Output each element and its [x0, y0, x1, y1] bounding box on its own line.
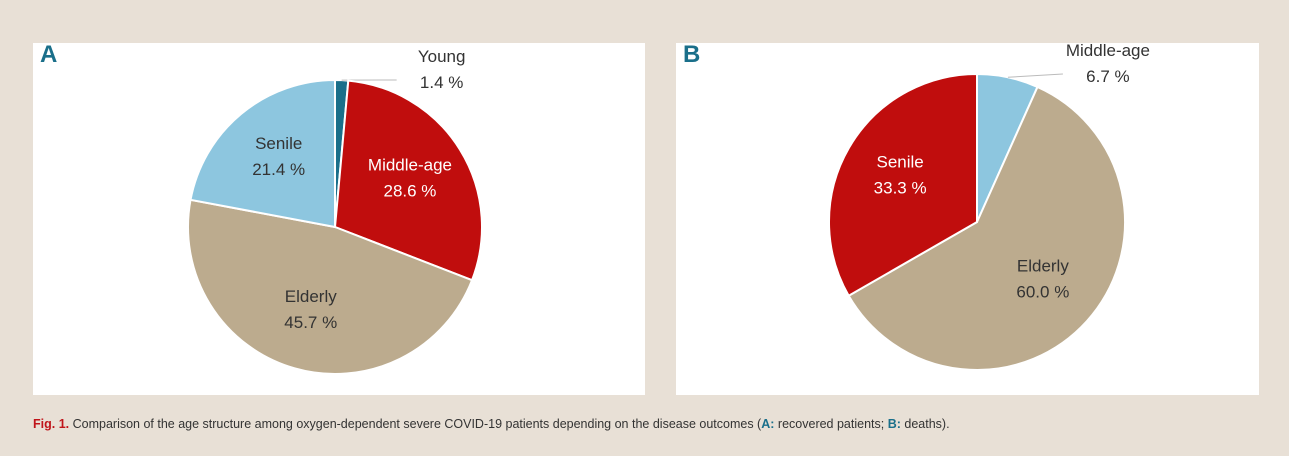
slice-value: 45.7 % — [284, 313, 337, 332]
slice-label: Elderly — [1017, 257, 1069, 276]
slice-value: 21.4 % — [252, 160, 305, 179]
slice-label: Senile — [255, 134, 302, 153]
caption-text: recovered patients; — [777, 417, 885, 431]
pie-slice — [187, 198, 474, 375]
slice-value: 6.7 % — [1086, 67, 1129, 86]
slice-label: Young — [418, 47, 466, 66]
slice-value: 28.6 % — [383, 182, 436, 201]
panel-letter: B — [683, 41, 700, 68]
slice-value: 1.4 % — [420, 73, 463, 92]
leader-line — [1007, 73, 1063, 78]
caption-text: Comparison of the age structure among ox… — [72, 417, 762, 431]
slice-label: Senile — [877, 153, 924, 172]
slice-value: 33.3 % — [874, 179, 927, 198]
pie-slice — [189, 78, 336, 229]
caption: Fig. 1. Comparison of the age structure … — [33, 417, 950, 431]
caption-label: Fig. 1. — [33, 417, 70, 431]
charts: A Young 1.4 % Middle-age 28.6 % Elderly 45.7 %… — [33, 41, 1259, 395]
slice-value: 60.0 % — [1016, 283, 1069, 302]
slice-label: Elderly — [285, 287, 337, 306]
caption-key: B: — [887, 417, 901, 431]
pie-slice — [828, 72, 978, 298]
slice-label: Middle-age — [1066, 41, 1150, 60]
caption-text: deaths). — [904, 417, 950, 431]
pie-slice — [333, 79, 483, 282]
panel-letter: A — [40, 41, 57, 68]
pie-slice — [847, 85, 1126, 371]
slice-label: Middle-age — [368, 156, 452, 175]
caption-key: A: — [761, 417, 775, 431]
